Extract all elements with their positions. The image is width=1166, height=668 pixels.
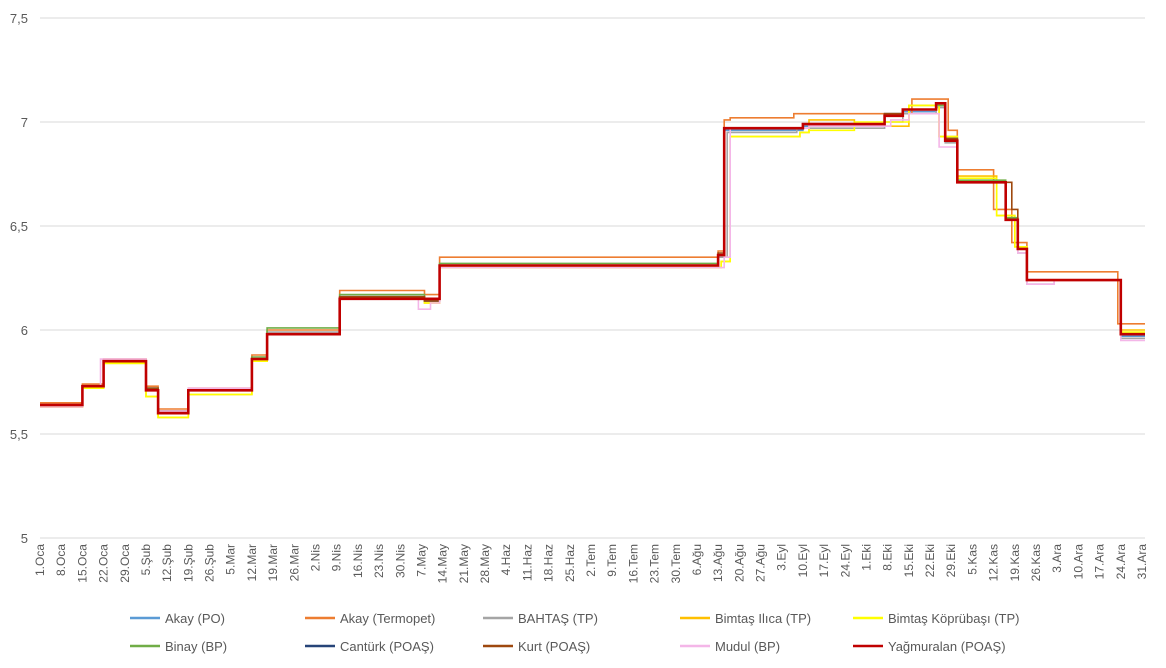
y-tick-label: 7,5	[10, 11, 28, 26]
legend-label: Mudul (BP)	[715, 639, 780, 654]
y-tick-label: 5	[21, 531, 28, 546]
x-tick-label: 5.Şub	[139, 544, 153, 576]
x-tick-label: 4.Haz	[499, 544, 513, 575]
legend-item-3: BAHTAŞ (TP)	[483, 611, 598, 626]
legend-item-10: Yağmuralan (POAŞ)	[853, 639, 1006, 654]
x-tick-label: 26.Kas	[1029, 544, 1043, 581]
x-tick-label: 11.Haz	[520, 544, 534, 581]
series-line-1	[40, 106, 1145, 412]
legend-label: Bimtaş Köprübaşı (TP)	[888, 611, 1020, 626]
y-tick-label: 6	[21, 323, 28, 338]
x-tick-label: 26.Şub	[203, 544, 217, 582]
x-tick-label: 16.Tem	[626, 544, 640, 583]
x-tick-label: 19.Kas	[1008, 544, 1022, 581]
x-tick-label: 8.Oca	[54, 544, 68, 576]
legend-label: Kurt (POAŞ)	[518, 639, 590, 654]
x-tick-label: 23.Tem	[648, 544, 662, 583]
x-tick-label: 3.Eyl	[775, 544, 789, 571]
x-tick-label: 2.Tem	[584, 544, 598, 577]
x-tick-label: 25.Haz	[563, 544, 577, 582]
x-tick-label: 1.Eki	[859, 544, 873, 571]
legend-item-8: Kurt (POAŞ)	[483, 639, 590, 654]
x-tick-label: 21.May	[457, 544, 471, 583]
legend-label: Binay (BP)	[165, 639, 227, 654]
x-tick-label: 7.May	[414, 544, 428, 577]
legend-item-4: Bimtaş Ilıca (TP)	[680, 611, 811, 626]
gridlines	[40, 17, 1145, 539]
x-tick-label: 16.Nis	[351, 544, 365, 578]
series-line-6	[40, 104, 1145, 412]
x-tick-label: 18.Haz	[542, 544, 556, 582]
x-tick-label: 8.Eki	[881, 544, 895, 571]
x-tick-label: 13.Ağu	[711, 544, 725, 582]
series-line-3	[40, 106, 1145, 412]
legend-label: Akay (Termopet)	[340, 611, 435, 626]
x-tick-label: 19.Şub	[181, 544, 195, 582]
legend-item-5: Bimtaş Köprübaşı (TP)	[853, 611, 1020, 626]
x-tick-label: 9.Tem	[605, 544, 619, 577]
x-tick-label: 23.Nis	[372, 544, 386, 578]
y-tick-label: 5,5	[10, 427, 28, 442]
x-tick-label: 27.Ağu	[754, 544, 768, 582]
series-line-2	[40, 98, 1145, 410]
x-tick-label: 26.Mar	[287, 544, 301, 581]
x-tick-label: 10.Eyl	[796, 544, 810, 577]
legend-item-9: Mudul (BP)	[680, 639, 780, 654]
legend-label: Yağmuralan (POAŞ)	[888, 639, 1006, 654]
y-tick-label: 6,5	[10, 219, 28, 234]
x-tick-label: 28.May	[478, 544, 492, 583]
x-axis-ticks: 1.Oca 8.Oca 15.Oca 22.Oca 29.Oca 5.Şub 12.Şub 1…	[33, 544, 1149, 584]
series-line-9	[40, 112, 1145, 412]
x-tick-label: 29.Eki	[944, 544, 958, 577]
legend-item-6: Binay (BP)	[130, 639, 227, 654]
legend-label: Bimtaş Ilıca (TP)	[715, 611, 811, 626]
y-tick-label: 7	[21, 115, 28, 130]
x-tick-label: 15.Oca	[75, 544, 89, 583]
x-tick-label: 15.Eki	[902, 544, 916, 577]
legend: Akay (PO) Akay (Termopet) BAHTAŞ (TP) Bimta…	[130, 611, 1020, 654]
x-tick-label: 3.Ara	[1050, 544, 1064, 573]
x-tick-label: 20.Ağu	[732, 544, 746, 582]
x-tick-label: 1.Oca	[33, 544, 47, 576]
x-tick-label: 5.Kas	[965, 544, 979, 575]
x-tick-label: 31.Ara	[1135, 544, 1149, 580]
legend-item-7: Cantürk (POAŞ)	[305, 639, 434, 654]
series-lines	[40, 98, 1145, 419]
x-tick-label: 9.Nis	[330, 544, 344, 571]
x-tick-label: 17.Eyl	[817, 544, 831, 577]
x-tick-label: 24.Ara	[1114, 544, 1128, 580]
series-line-5	[40, 104, 1145, 419]
x-tick-label: 6.Ağu	[690, 544, 704, 575]
series-line-4	[40, 104, 1145, 419]
x-tick-label: 30.Tem	[669, 544, 683, 583]
x-tick-label: 17.Ara	[1093, 544, 1107, 580]
x-tick-label: 29.Oca	[118, 544, 132, 583]
x-tick-label: 5.Mar	[224, 544, 238, 575]
legend-label: BAHTAŞ (TP)	[518, 611, 598, 626]
x-tick-label: 22.Oca	[97, 544, 111, 583]
x-tick-label: 12.Şub	[160, 544, 174, 582]
x-tick-label: 30.Nis	[393, 544, 407, 578]
x-tick-label: 2.Nis	[308, 544, 322, 571]
x-tick-label: 12.Mar	[245, 544, 259, 581]
x-tick-label: 19.Mar	[266, 544, 280, 581]
legend-label: Akay (PO)	[165, 611, 225, 626]
x-tick-label: 22.Eki	[923, 544, 937, 577]
legend-label: Cantürk (POAŞ)	[340, 639, 434, 654]
x-tick-label: 10.Ara	[1071, 544, 1085, 580]
legend-item-2: Akay (Termopet)	[305, 611, 435, 626]
series-line-7	[40, 102, 1145, 415]
legend-item-1: Akay (PO)	[130, 611, 225, 626]
x-tick-label: 14.May	[436, 544, 450, 583]
x-tick-label: 24.Eyl	[838, 544, 852, 577]
x-tick-label: 12.Kas	[987, 544, 1001, 581]
y-axis-ticks: 5 5,5 6 6,5 7 7,5	[10, 11, 28, 546]
series-line-10	[40, 102, 1145, 415]
